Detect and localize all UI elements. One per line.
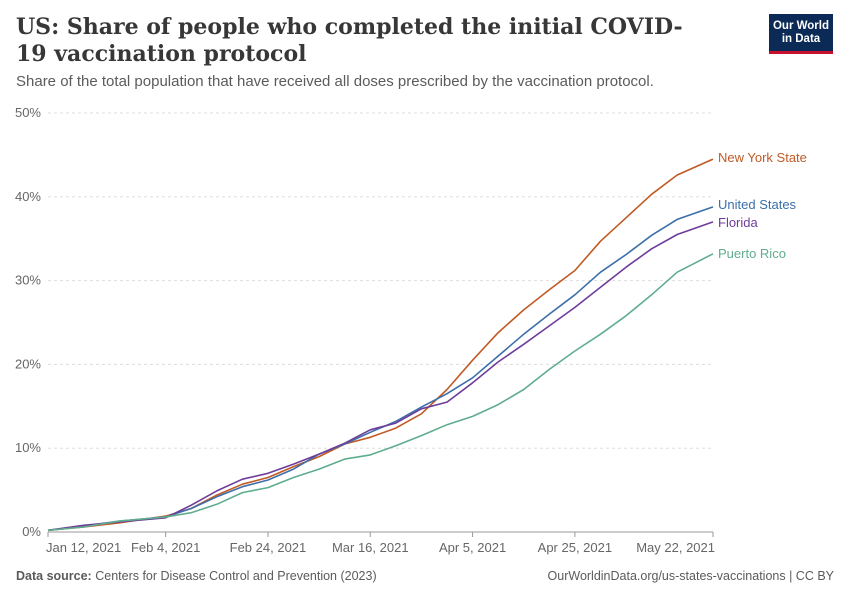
series-label-new-york-state: New York State	[718, 150, 807, 165]
x-tick-label: Apr 25, 2021	[538, 540, 612, 555]
x-tick-label: Apr 5, 2021	[439, 540, 506, 555]
data-source: Data source: Centers for Disease Control…	[16, 569, 377, 583]
y-tick-label: 40%	[15, 189, 41, 204]
series-line-puerto-rico	[47, 253, 714, 532]
x-tick-label: Mar 16, 2021	[332, 540, 409, 555]
footer: Data source: Centers for Disease Control…	[16, 569, 834, 583]
owid-logo[interactable]: Our World in Data	[769, 14, 833, 54]
data-source-text: Centers for Disease Control and Preventi…	[95, 569, 377, 583]
series-line-new-york-state	[47, 158, 714, 532]
series-label-florida: Florida	[718, 215, 759, 230]
series-line-florida	[47, 221, 714, 532]
source-url[interactable]: OurWorldinData.org/us-states-vaccination…	[547, 569, 834, 583]
series-line-united-states	[47, 206, 714, 532]
logo-line-1: Our World	[772, 19, 829, 32]
series-label-united-states: United States	[718, 197, 797, 212]
chart-title: US: Share of people who completed the in…	[16, 14, 683, 67]
y-tick-label: 0%	[22, 524, 41, 539]
x-tick-label: Feb 4, 2021	[131, 540, 200, 555]
x-tick-label: Jan 12, 2021	[46, 540, 121, 555]
y-tick-label: 20%	[15, 356, 41, 371]
series-label-puerto-rico: Puerto Rico	[718, 246, 786, 261]
logo-line-2: in Data	[781, 32, 821, 45]
y-tick-label: 10%	[15, 440, 41, 455]
y-tick-label: 50%	[15, 105, 41, 120]
data-source-label: Data source:	[16, 569, 92, 583]
chart-subtitle: Share of the total population that have …	[16, 73, 654, 90]
y-tick-label: 30%	[15, 273, 41, 288]
x-tick-label: Feb 24, 2021	[230, 540, 307, 555]
x-tick-label: May 22, 2021	[636, 540, 715, 555]
line-chart: 0% 10% 20% 30% 40% 50% Jan 12, 2021 Feb 4, 2021…	[15, 105, 807, 555]
